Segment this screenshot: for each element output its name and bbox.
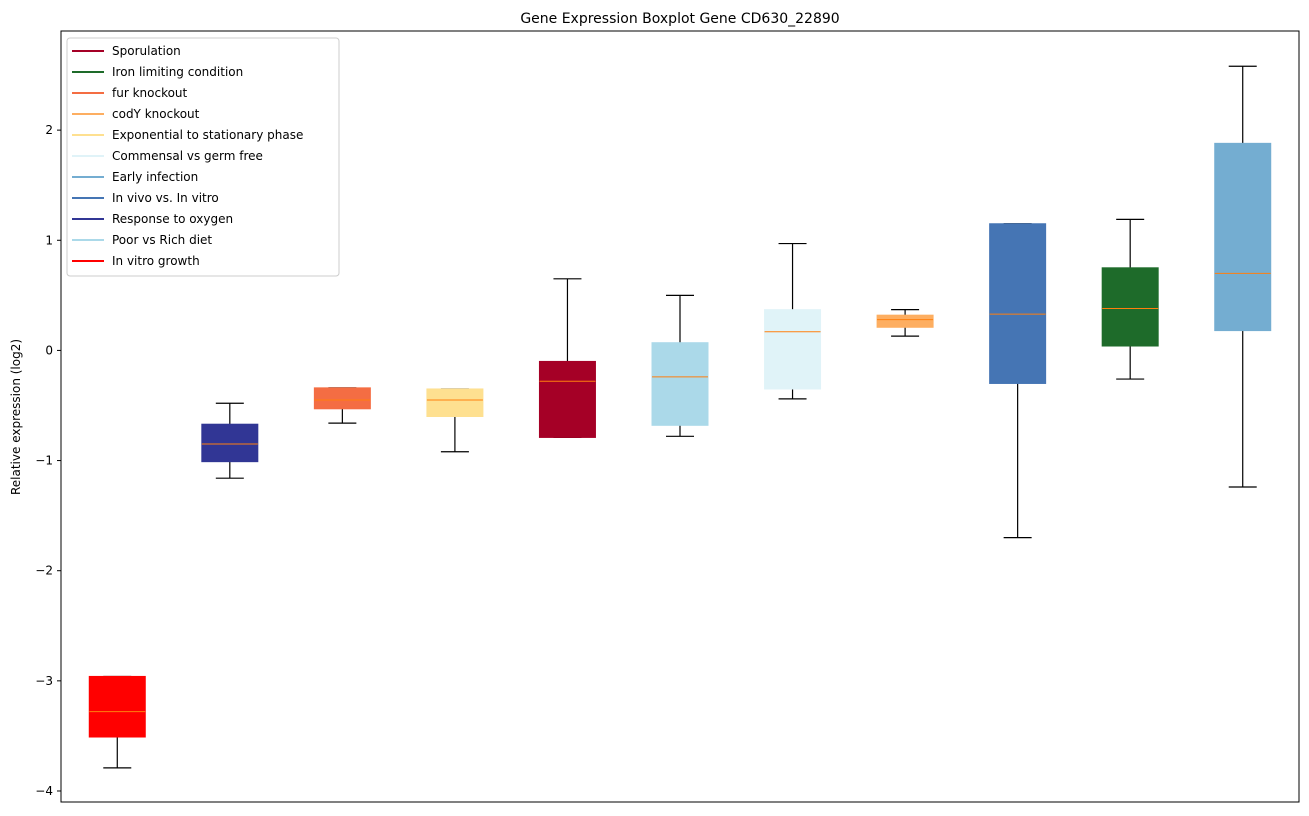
y-tick-label: −1: [35, 454, 53, 468]
legend-item: Commensal vs germ free: [72, 149, 263, 163]
box-group: [1101, 218, 1159, 380]
box-body: [201, 423, 259, 463]
legend-label: Exponential to stationary phase: [112, 128, 303, 142]
legend-item: Poor vs Rich diet: [72, 233, 212, 247]
chart-title: Gene Expression Boxplot Gene CD630_22890: [520, 11, 839, 27]
legend-label: fur knockout: [112, 86, 188, 100]
y-tick-label: −2: [35, 564, 53, 578]
box-body: [313, 387, 371, 410]
legend-item: Early infection: [72, 170, 198, 184]
legend-label: codY knockout: [112, 107, 200, 121]
legend-item: Response to oxygen: [72, 212, 233, 226]
legend: Sporulation Iron limiting condition fur kn…: [66, 37, 340, 277]
box-body: [538, 360, 596, 438]
box-body: [989, 223, 1047, 384]
box-group: [876, 309, 934, 337]
box-group: [88, 675, 146, 769]
legend-label: Response to oxygen: [112, 212, 233, 226]
box-body: [876, 314, 934, 328]
legend-item: Iron limiting condition: [72, 65, 243, 79]
legend-label: Poor vs Rich diet: [112, 233, 212, 247]
legend-item: In vivo vs. In vitro: [72, 191, 219, 205]
legend-label: Sporulation: [112, 44, 181, 58]
legend-item: fur knockout: [72, 86, 188, 100]
plot-frame: [60, 30, 1300, 803]
box-group: [313, 387, 371, 424]
box-group: [426, 388, 484, 453]
plot-area: −4 −3 −2 −1 0 1 2: [35, 65, 1272, 798]
legend-item: codY knockout: [72, 107, 200, 121]
box-body: [426, 388, 484, 418]
y-tick-label: 0: [45, 343, 53, 357]
box-group: [538, 278, 596, 439]
legend-label: In vivo vs. In vitro: [112, 191, 219, 205]
legend-label: Iron limiting condition: [112, 65, 243, 79]
box-body: [1101, 267, 1159, 347]
box-body: [1214, 142, 1272, 332]
y-axis-label: Relative expression (log2): [9, 339, 23, 495]
y-tick-label: 2: [45, 123, 53, 137]
legend-item: Sporulation: [72, 44, 181, 58]
legend-label: Commensal vs germ free: [112, 149, 263, 163]
box-group: [1214, 65, 1272, 488]
box-group: [989, 223, 1047, 539]
legend-label: In vitro growth: [112, 254, 200, 268]
legend-label: Early infection: [112, 170, 198, 184]
legend-item: Exponential to stationary phase: [72, 128, 303, 142]
box-body: [764, 309, 822, 390]
box-body: [651, 342, 709, 426]
y-tick-label: 1: [45, 233, 53, 247]
y-tick-label: −4: [35, 784, 53, 798]
legend-frame: [66, 37, 340, 277]
legend-item: In vitro growth: [72, 254, 200, 268]
y-tick-label: −3: [35, 674, 53, 688]
box-body: [88, 675, 146, 738]
box-group: [651, 294, 709, 437]
box-group: [201, 402, 259, 479]
box-group: [764, 242, 822, 400]
